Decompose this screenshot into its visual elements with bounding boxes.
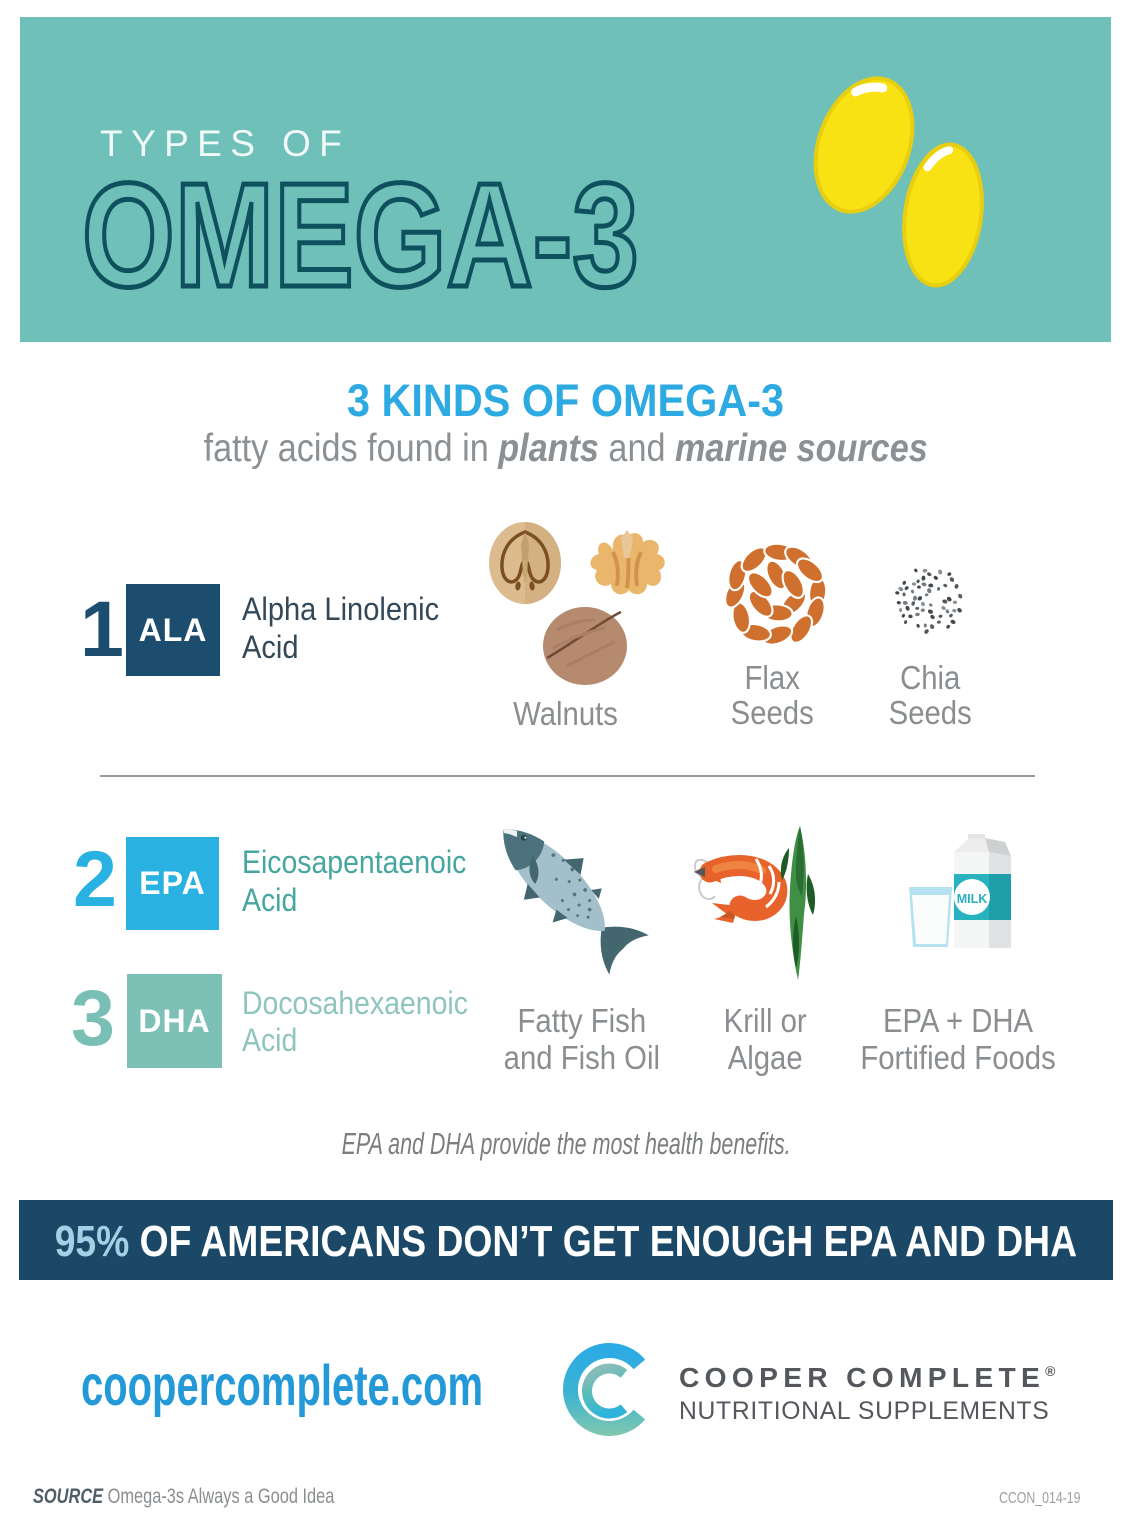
svg-text:MILK: MILK: [957, 892, 988, 906]
